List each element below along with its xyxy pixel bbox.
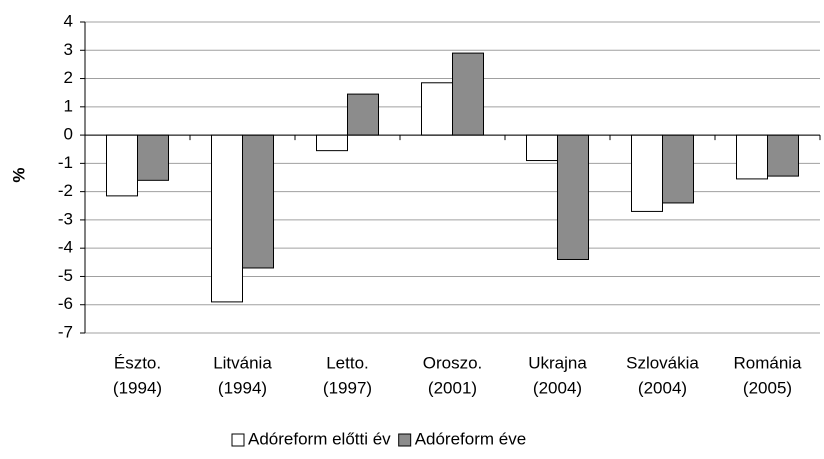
y-tick-label: 4 [64, 11, 73, 30]
x-tick-label: Letto. [326, 353, 369, 372]
y-tick-label: 1 [64, 96, 73, 115]
bar [137, 134, 169, 181]
x-tick-label: Oroszo. [423, 353, 483, 372]
y-tick-label: -1 [58, 153, 73, 172]
legend-label: Adóreform előtti év [248, 429, 391, 448]
x-tick-label: (2004) [638, 378, 687, 397]
bar [452, 52, 484, 136]
y-tick-label: 3 [64, 40, 73, 59]
y-tick-label: -2 [58, 181, 73, 200]
bar [767, 134, 799, 177]
y-tick-label: -5 [58, 266, 73, 285]
x-tick-label: (1997) [323, 378, 372, 397]
x-tick-label: Románia [733, 353, 802, 372]
y-tick-label: -3 [58, 209, 73, 228]
bar [347, 93, 379, 136]
x-tick-label: (2005) [743, 378, 792, 397]
y-tick-label: -7 [58, 322, 73, 341]
legend-swatch [398, 433, 412, 447]
bar [662, 134, 694, 204]
x-tick-label: Ukrajna [528, 353, 587, 372]
x-tick-label: Szlovákia [626, 353, 699, 372]
bar [736, 134, 768, 180]
bar [106, 134, 138, 197]
x-tick-label: Litvánia [213, 353, 272, 372]
x-tick-label: Észto. [114, 353, 161, 372]
bar [421, 82, 453, 136]
y-tick-label: -6 [58, 294, 73, 313]
x-tick-label: (2001) [428, 378, 477, 397]
bar [526, 134, 558, 162]
legend-swatch [231, 433, 245, 447]
x-tick-label: (2004) [533, 378, 582, 397]
bar [211, 134, 243, 303]
bar [631, 134, 663, 212]
legend-label: Adóreform éve [415, 429, 527, 448]
y-tick-label: -4 [58, 238, 73, 257]
bar [316, 134, 348, 152]
y-tick-label: 2 [64, 68, 73, 87]
x-tick-label: (1994) [113, 378, 162, 397]
x-tick-label: (1994) [218, 378, 267, 397]
bar [242, 134, 274, 269]
bar [557, 134, 589, 260]
y-tick-label: 0 [64, 125, 73, 144]
y-axis-label: % [9, 167, 28, 182]
